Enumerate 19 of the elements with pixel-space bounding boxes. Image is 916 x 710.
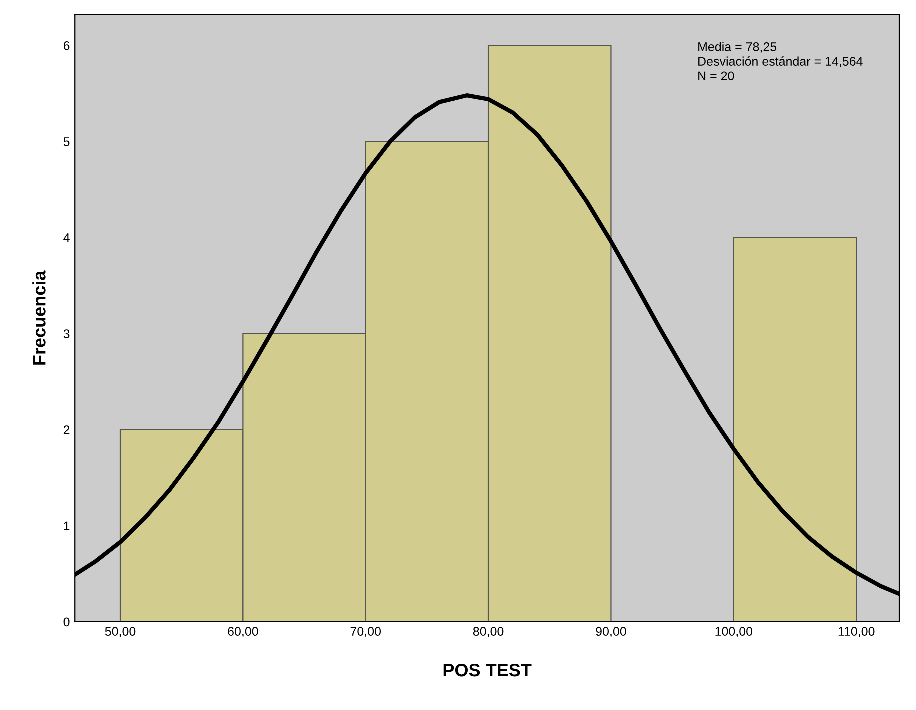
y-tick-label: 3 [64,330,70,338]
annotation: Desviación estándar = 14,564 [698,56,863,68]
y-tick-label: 4 [64,234,70,242]
x-tick-label: 110,00 [838,627,875,638]
y-tick-label: 2 [64,426,70,434]
y-tick-label: 1 [64,522,70,530]
x-tick-label: 70,00 [350,627,382,638]
x-axis-title: POS TEST [444,664,532,677]
annotation: N = 20 [698,72,734,81]
x-tick-label: 90,00 [596,627,626,638]
annotation: Media = 78,25 [698,42,777,53]
y-tick-label: 0 [64,618,70,627]
x-tick-label: 100,00 [716,627,753,638]
y-tick-label: 6 [64,41,70,50]
x-tick-label: 80,00 [473,627,504,638]
y-axis-title: Frecuencia [32,270,46,365]
y-tick-label: 5 [64,138,70,146]
x-tick-label: 50,00 [105,627,136,638]
x-tick-label: 60,00 [228,627,258,638]
